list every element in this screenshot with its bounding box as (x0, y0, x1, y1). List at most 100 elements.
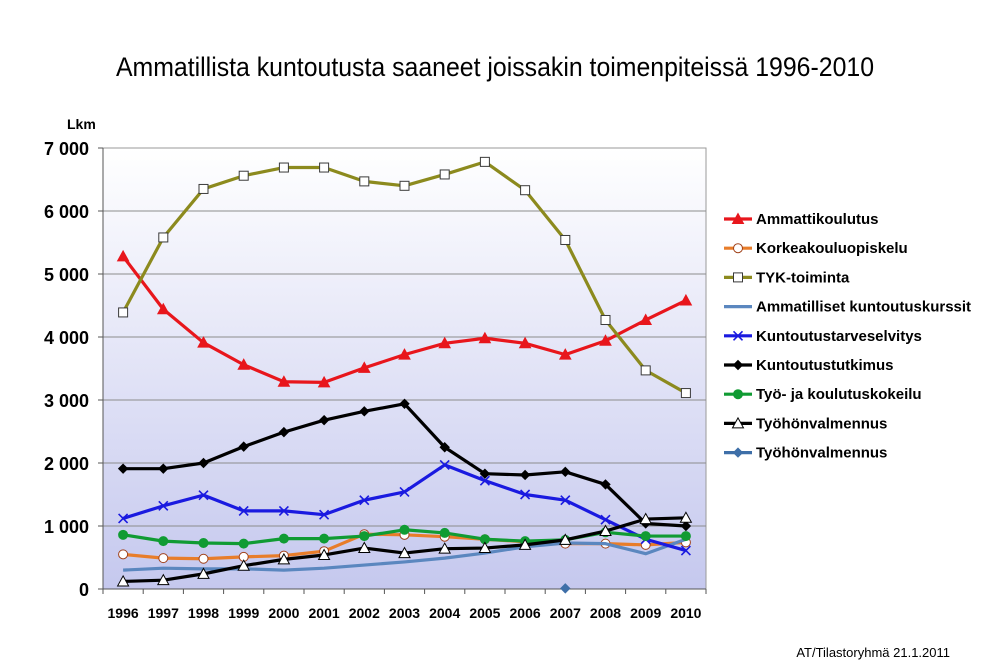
legend-marker (733, 243, 743, 254)
data-point (198, 538, 209, 549)
legend-label: Työhönvalmennus (756, 445, 887, 462)
data-point (560, 583, 571, 594)
legend-label: Ammattikoulutus (756, 211, 879, 228)
data-point (317, 548, 331, 560)
data-point (640, 531, 651, 542)
data-point (599, 524, 612, 537)
data-point (679, 293, 693, 306)
x-tick-label: 1997 (148, 605, 179, 621)
data-point (558, 348, 572, 360)
data-point (520, 185, 531, 196)
legend-item: Korkeakouluopiskelu (724, 240, 908, 257)
y-tick-label: 2 000 (44, 454, 89, 474)
data-point (639, 512, 653, 525)
y-tick-label: 3 000 (44, 391, 89, 411)
data-point (520, 489, 531, 500)
x-tick-label: 2006 (510, 605, 541, 621)
y-tick-label: 4 000 (44, 328, 89, 348)
data-point (197, 567, 210, 579)
data-point (680, 545, 691, 556)
data-point (238, 170, 249, 181)
data-point (639, 313, 653, 325)
data-point (600, 479, 611, 490)
data-point (399, 524, 410, 535)
data-point (158, 536, 169, 547)
legend-label: Korkeakouluopiskelu (756, 240, 908, 257)
data-point (278, 426, 290, 438)
y-tick-label: 6 000 (44, 202, 89, 222)
data-point (560, 234, 571, 245)
legend-item: Ammatilliset kuntoutuskurssit (724, 299, 971, 316)
x-tick-label: 2000 (268, 605, 299, 621)
data-point (238, 538, 249, 549)
data-point (117, 463, 129, 474)
x-tick-label: 2002 (349, 605, 380, 621)
data-point (277, 375, 291, 387)
data-point (438, 542, 452, 554)
x-tick-label: 2003 (389, 605, 420, 621)
y-axis-label: Lkm (67, 116, 96, 132)
data-point (519, 469, 531, 481)
data-point (118, 513, 129, 524)
data-point (518, 538, 532, 550)
data-point (478, 331, 492, 344)
data-point (198, 553, 209, 564)
series-9 (560, 583, 571, 594)
data-point (359, 406, 370, 417)
data-point (359, 495, 370, 506)
plot-area (102, 147, 707, 590)
data-point (158, 553, 169, 564)
data-point (560, 466, 571, 478)
data-point (357, 361, 371, 373)
data-point (359, 531, 370, 542)
data-point (398, 546, 411, 559)
legend-item: Kuntoutustarveselvitys (724, 328, 922, 345)
legend-marker (731, 212, 745, 224)
x-tick-label: 2010 (670, 605, 701, 621)
legend-marker (732, 330, 744, 341)
data-point (439, 527, 450, 538)
data-point (399, 398, 410, 409)
data-point (439, 442, 450, 453)
data-point (158, 463, 169, 474)
data-point (158, 232, 169, 243)
data-point (680, 388, 691, 399)
data-point (118, 549, 129, 560)
data-point (679, 511, 693, 523)
legend-marker (732, 359, 744, 371)
legend-item: Työ- ja koulutuskokeilu (724, 386, 922, 403)
data-point (399, 180, 410, 191)
data-point (359, 176, 370, 187)
series-8 (116, 511, 693, 587)
data-point (237, 358, 251, 370)
legend-marker (732, 447, 744, 458)
x-tick-label: 2008 (590, 605, 621, 621)
x-tick-label: 1998 (188, 605, 219, 621)
data-point (198, 457, 209, 469)
data-point (560, 495, 571, 506)
legend-marker (731, 416, 745, 429)
data-point (118, 307, 129, 318)
data-point (278, 162, 289, 173)
data-point (238, 441, 249, 452)
data-point (319, 533, 330, 544)
x-tick-label: 2001 (309, 605, 340, 621)
data-point (156, 302, 170, 315)
data-point (438, 336, 452, 349)
data-point (238, 505, 249, 516)
y-tick-label: 0 (79, 580, 89, 600)
data-point (479, 475, 490, 486)
data-point (357, 541, 371, 554)
y-tick-label: 5 000 (44, 265, 89, 285)
data-point (398, 348, 411, 360)
data-point (479, 156, 490, 167)
footer-note: AT/Tilastoryhmä 21.1.2011 (796, 645, 950, 660)
series-line (123, 537, 687, 572)
data-point (118, 529, 129, 540)
data-point (319, 162, 330, 173)
series-5 (118, 459, 691, 556)
data-point (319, 509, 330, 520)
legend-label: TYK-toiminta (756, 269, 850, 286)
data-point (156, 573, 170, 586)
